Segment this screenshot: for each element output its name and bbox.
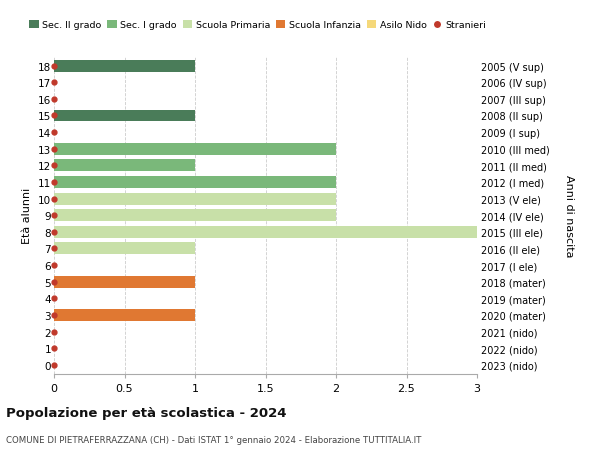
Bar (54, 110, 195, 122)
Text: Popolazione per età scolastica - 2024: Popolazione per età scolastica - 2024 (6, 406, 287, 419)
Bar (54, 143, 336, 156)
Bar (54, 276, 195, 288)
Bar (54, 210, 336, 222)
Y-axis label: Anni di nascita: Anni di nascita (564, 174, 574, 257)
Bar (54, 61, 195, 73)
Bar (54, 243, 195, 255)
Bar (54, 160, 195, 172)
Legend: Sec. II grado, Sec. I grado, Scuola Primaria, Scuola Infanzia, Asilo Nido, Stran: Sec. II grado, Sec. I grado, Scuola Prim… (29, 21, 487, 30)
Bar (54, 177, 336, 189)
Text: COMUNE DI PIETRAFERRAZZANA (CH) - Dati ISTAT 1° gennaio 2024 - Elaborazione TUTT: COMUNE DI PIETRAFERRAZZANA (CH) - Dati I… (6, 435, 421, 444)
Y-axis label: Età alunni: Età alunni (22, 188, 32, 244)
Bar (54, 193, 336, 205)
Bar (54, 309, 195, 321)
Bar (54, 226, 477, 238)
